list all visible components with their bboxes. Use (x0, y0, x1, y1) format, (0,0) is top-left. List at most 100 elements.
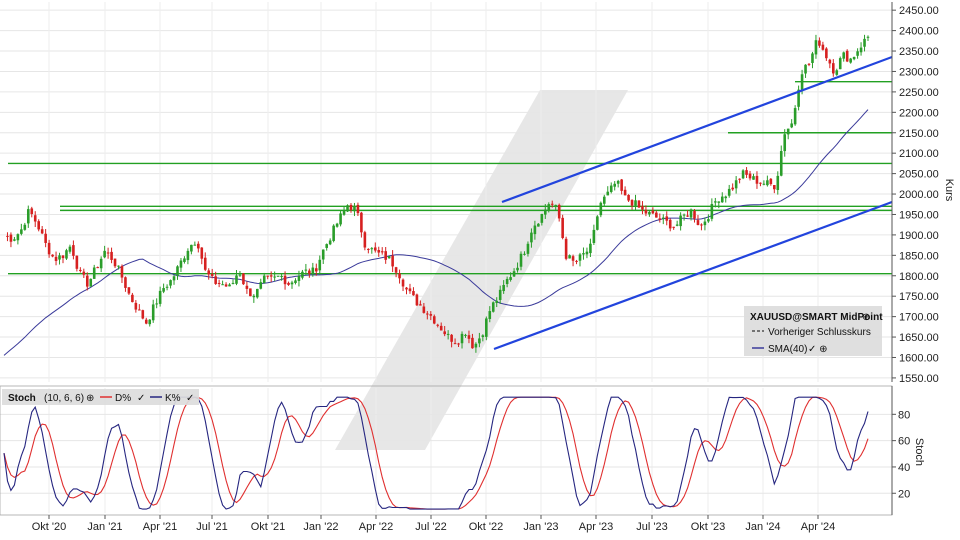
candle-body (693, 210, 696, 219)
stoch-tick-label: 60 (898, 436, 910, 448)
candle-body (155, 303, 158, 305)
candle-body (273, 276, 276, 278)
x-tick-label: Okt '23 (691, 521, 726, 533)
candle-body (221, 284, 224, 286)
candle-body (384, 251, 387, 260)
y-tick-label: 2100.00 (899, 148, 939, 160)
candle-body (849, 58, 852, 63)
candle-body (172, 276, 176, 281)
candle-body (710, 204, 714, 219)
candle-body (106, 252, 110, 254)
candle-body (599, 202, 603, 216)
y-tick-label: 1800.00 (899, 271, 939, 283)
candle-body (616, 180, 620, 184)
candle-body (412, 291, 415, 296)
candle-body (502, 284, 505, 292)
candle-body (294, 280, 297, 284)
candle-body (269, 275, 273, 277)
candle-body (606, 191, 610, 196)
candle-body (533, 225, 537, 235)
candle-body (127, 287, 131, 294)
candle-body (373, 247, 377, 251)
x-tick-label: Apr '21 (143, 521, 178, 533)
stoch-axis-title: Stoch (913, 438, 925, 466)
candle-body (422, 306, 426, 313)
candle-body (776, 175, 780, 190)
candle-body (44, 233, 47, 243)
y-tick-label: 1700.00 (899, 312, 939, 324)
candle-body (637, 200, 641, 208)
candle-body (498, 289, 502, 300)
candle-body (589, 243, 592, 254)
candle-body (842, 52, 846, 59)
candle-body (443, 331, 446, 335)
candle-body (439, 325, 443, 331)
candle-body (602, 196, 606, 204)
candle-body (238, 274, 242, 276)
candle-body (203, 257, 207, 270)
candle-body (818, 40, 821, 46)
candle-body (65, 250, 68, 259)
candle-body (568, 255, 571, 259)
candle-body (703, 221, 707, 226)
candle-body (242, 273, 245, 285)
candle-body (408, 288, 412, 292)
candle-body (89, 278, 93, 287)
candle-body (630, 199, 634, 206)
candle-body (738, 178, 741, 180)
candle-body (717, 201, 721, 203)
y-tick-label: 2300.00 (899, 66, 939, 78)
y-tick-label: 2050.00 (899, 169, 939, 181)
candle-body (342, 210, 346, 215)
candle-body (54, 256, 58, 261)
candle-body (544, 209, 547, 215)
candle-body (609, 185, 613, 192)
candle-body (401, 279, 405, 287)
candle-body (200, 247, 204, 259)
candle-body (183, 258, 186, 262)
candle-body (235, 275, 238, 284)
candle-body (481, 335, 485, 338)
candle-body (655, 212, 658, 218)
candle-body (811, 53, 814, 63)
candle-body (464, 334, 467, 336)
candle-body (845, 50, 849, 62)
candle-body (308, 270, 311, 274)
candle-body (92, 267, 96, 279)
candle-body (658, 218, 662, 220)
candle-body (318, 259, 322, 271)
candle-body (509, 277, 512, 280)
candle-body (446, 333, 450, 335)
x-tick-label: Jan '24 (745, 521, 780, 533)
candle-body (859, 47, 863, 53)
candle-body (634, 200, 637, 206)
candle-body (141, 310, 145, 319)
candle-body (672, 226, 675, 228)
candle-body (537, 223, 540, 227)
candle-body (193, 244, 197, 246)
candle-body (197, 243, 200, 249)
candle-body (644, 209, 648, 214)
candle-body (360, 212, 363, 233)
candle-body (214, 276, 217, 284)
candle-body (30, 208, 34, 215)
candle-body (467, 335, 471, 339)
candle-body (696, 220, 700, 226)
candle-body (714, 201, 717, 203)
candle-body (249, 288, 252, 297)
x-tick-label: Jul '21 (196, 521, 227, 533)
y-tick-label: 2350.00 (899, 46, 939, 58)
candle-body (745, 170, 748, 175)
candle-body (391, 255, 394, 267)
candle-body (113, 258, 117, 267)
candle-body (169, 280, 172, 286)
candle-body (668, 219, 672, 229)
candle-body (325, 244, 328, 248)
candle-body (287, 282, 290, 285)
candle-body (478, 338, 481, 344)
candle-body (769, 178, 773, 185)
candle-body (571, 256, 575, 261)
candle-body (731, 187, 734, 190)
candle-body (700, 224, 703, 226)
candle-body (398, 273, 401, 279)
